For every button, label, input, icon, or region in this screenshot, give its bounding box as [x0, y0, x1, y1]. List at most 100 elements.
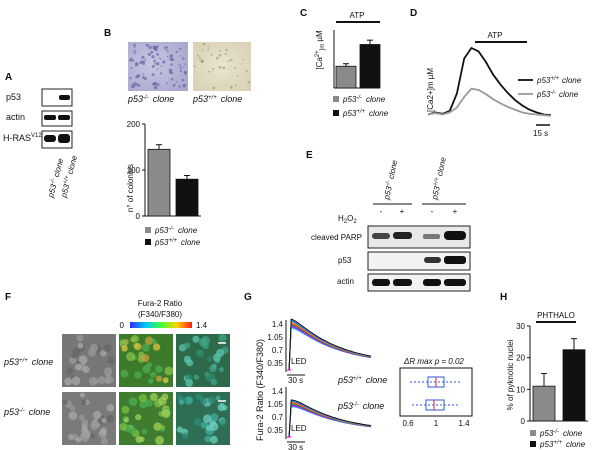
colony-dot [168, 68, 173, 73]
colony-dot [169, 54, 174, 58]
ytick: 1.4 [272, 320, 284, 329]
colony-dot [210, 53, 213, 56]
cell [210, 378, 218, 386]
colony-dot [170, 63, 173, 66]
chart-d-legend: p53-/- clone [536, 90, 579, 99]
y-tick-label: 200 [127, 120, 141, 129]
colony-dot [169, 57, 174, 62]
colony-dot [215, 56, 219, 60]
chart-d [427, 46, 552, 117]
treatment-sign: - [431, 207, 434, 216]
panel-d: D ATP [Ca2+]m µM p53+/+ clone p53-/- clone… [410, 8, 582, 138]
cell [185, 373, 193, 382]
colony-dot [211, 71, 213, 73]
chart-d-ylabel: [Ca2+]m µM [426, 68, 435, 112]
band [444, 279, 466, 286]
cell [158, 396, 167, 406]
colony-image-knockout [128, 42, 188, 91]
cell [218, 366, 224, 372]
cell [82, 365, 90, 374]
cell [78, 414, 85, 421]
colony-dot [129, 58, 132, 62]
blot-e-lane-label: p53-/-clone [382, 159, 399, 202]
y-tick-label: 20 [516, 354, 525, 363]
cell [151, 338, 157, 345]
cell [141, 343, 150, 352]
band [393, 232, 412, 239]
colony-dot [153, 85, 158, 90]
colony-dot [200, 58, 202, 60]
colony-dot [218, 54, 222, 57]
colony-dot [165, 49, 168, 52]
cell [149, 371, 157, 378]
cell [153, 422, 162, 431]
colony-dot [179, 47, 182, 50]
boxplot-wt [410, 376, 462, 388]
colony-dot [158, 57, 161, 59]
colony-dot [184, 72, 187, 75]
colony-dot [194, 71, 196, 73]
colony-dot [156, 83, 160, 87]
colony-dot [183, 66, 185, 68]
colony-dot [234, 66, 237, 69]
cell [119, 422, 128, 431]
colony-dot [137, 50, 139, 53]
colony-dot [229, 85, 233, 89]
boxplot-xtick: 1.4 [458, 419, 470, 428]
chart-h-stim-label: PHTHALO [537, 311, 575, 320]
panel-b-letter: B [104, 28, 111, 39]
ytick: 1.05 [267, 400, 283, 409]
chart-g-scale: 30 s [288, 376, 303, 385]
colony-dot [181, 78, 185, 82]
bar [359, 44, 381, 89]
colony-dot [178, 64, 181, 67]
colony-dot [153, 59, 156, 63]
colony-image-wildtype [193, 42, 251, 91]
chart-g-ylabel: Fura-2 Ratio (F340/F380) [255, 339, 265, 441]
cell [209, 422, 219, 431]
treatment-sign: - [380, 207, 383, 216]
cell [77, 342, 84, 349]
cell [71, 353, 77, 359]
blot-a-actin [41, 110, 73, 127]
colony-dot [236, 75, 239, 77]
bar [532, 385, 556, 422]
led-label: LED [291, 357, 307, 366]
colony-dot [147, 52, 151, 56]
colony-dot [143, 76, 147, 81]
panel-d-letter: D [410, 8, 417, 19]
colony-dot [242, 58, 244, 61]
colorbar-title: Fura-2 Ratio [138, 299, 183, 308]
colony-dot [230, 65, 232, 67]
chart-g-scale: 30 s [288, 443, 303, 450]
legend-swatch [145, 227, 151, 233]
colony-dot [202, 42, 206, 46]
colony-dot [156, 45, 159, 48]
blot-a-row-label: actin [6, 112, 25, 122]
y-tick-label: 10 [516, 385, 525, 394]
colony-dot [212, 86, 216, 90]
panel-e: E p53-/-clone p53+/+clone H2O2 - + - + c… [306, 150, 471, 292]
cell [68, 411, 78, 421]
cell [79, 392, 86, 398]
colony-dot [225, 48, 228, 52]
cell [219, 418, 227, 427]
blot-e-p53 [367, 251, 471, 271]
panel-c-letter: C [300, 8, 307, 19]
cell [62, 399, 68, 405]
colony-dot [225, 84, 227, 86]
cell [195, 349, 203, 357]
cell [100, 437, 109, 445]
cell [148, 378, 154, 384]
colony-dot [147, 44, 150, 46]
cell [80, 431, 88, 440]
cell [199, 397, 208, 405]
band [444, 256, 466, 264]
cell [134, 343, 142, 351]
blot-a-p53 [41, 88, 73, 107]
chart-g-traces [287, 318, 372, 438]
cell [98, 429, 107, 438]
cell [64, 377, 73, 386]
chart-c-stim-label: ATP [350, 11, 365, 20]
cell [121, 345, 128, 352]
